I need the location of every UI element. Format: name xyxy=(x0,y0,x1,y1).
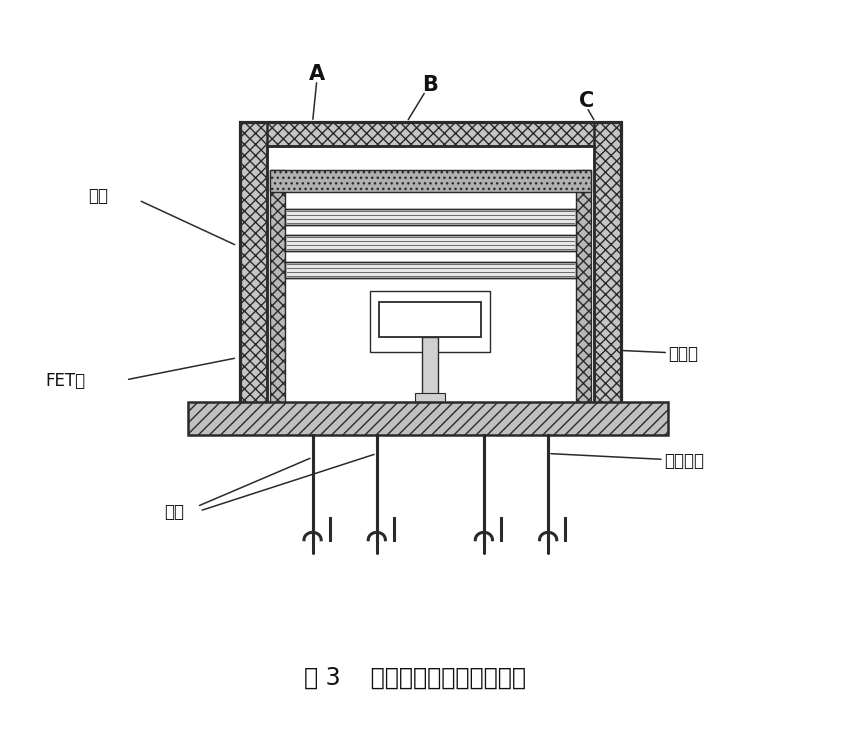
Bar xyxy=(379,302,481,337)
Text: 电路元件: 电路元件 xyxy=(663,452,704,470)
Bar xyxy=(285,235,575,251)
Bar xyxy=(285,209,575,225)
Bar xyxy=(285,235,575,251)
Text: C: C xyxy=(579,92,594,112)
Text: B: B xyxy=(422,75,438,95)
Text: FET管: FET管 xyxy=(46,372,86,390)
Bar xyxy=(285,192,575,405)
Bar xyxy=(285,262,575,278)
Bar xyxy=(285,209,575,225)
Bar xyxy=(370,291,490,352)
Bar xyxy=(270,170,285,405)
Text: 支承环: 支承环 xyxy=(668,345,698,363)
Bar xyxy=(189,402,668,435)
Bar xyxy=(270,170,591,192)
Text: A: A xyxy=(309,64,325,84)
Bar xyxy=(593,122,621,409)
Bar xyxy=(240,122,267,409)
Bar xyxy=(240,122,621,409)
Bar xyxy=(422,337,438,405)
Bar xyxy=(267,145,593,409)
Bar xyxy=(240,122,621,145)
Bar xyxy=(285,262,575,278)
Text: 引脚: 引脚 xyxy=(163,504,183,522)
Text: 外壳: 外壳 xyxy=(88,187,108,205)
Bar xyxy=(575,170,591,405)
Text: 图 3    热释电红外传感器结构图: 图 3 热释电红外传感器结构图 xyxy=(304,666,527,690)
Bar xyxy=(267,145,593,409)
Bar xyxy=(415,393,445,402)
